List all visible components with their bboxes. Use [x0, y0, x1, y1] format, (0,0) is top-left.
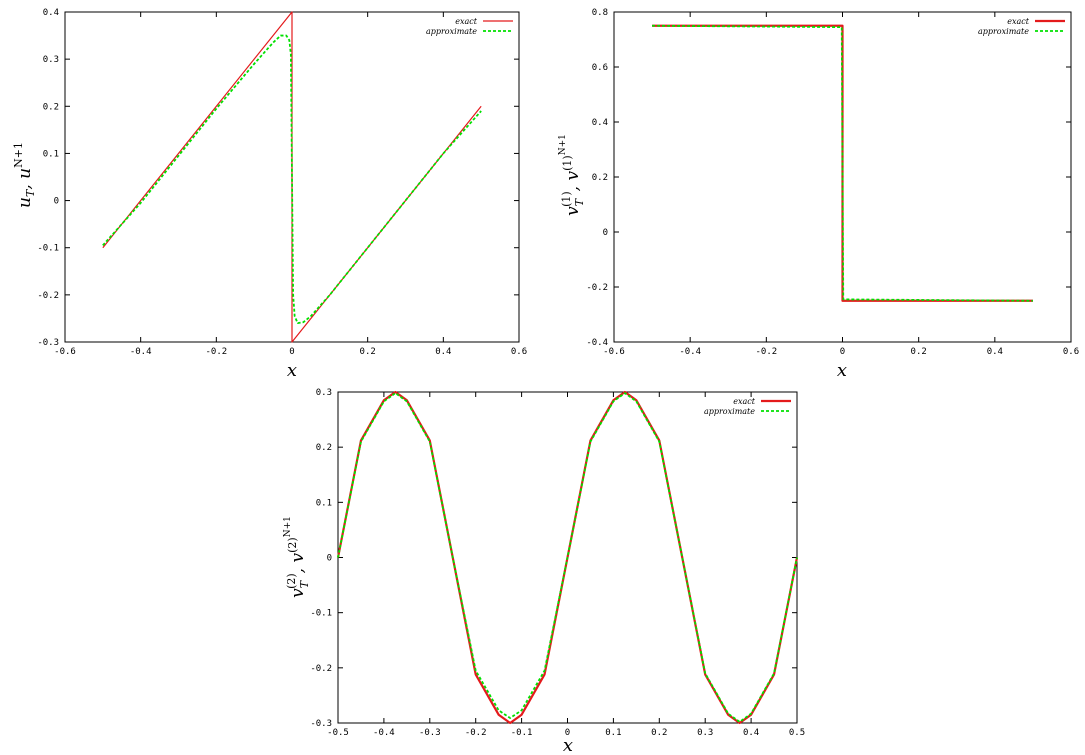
x-tick-label: 0.4	[435, 347, 451, 357]
x-axis-label: x	[837, 360, 847, 381]
legend-label-exact: exact	[733, 397, 755, 406]
chart-panel-v1: vT(1), v(1)N+1 x -0.6 -0.4 -0.2 0 0.2 0.4 0.6-…	[558, 8, 1079, 381]
y-tick-label: -0.4	[586, 338, 608, 348]
y-tick-label: -0.3	[37, 338, 59, 348]
y-tick-label: 0	[54, 197, 59, 207]
x-tick-label: 0.2	[911, 347, 927, 357]
y-tick-label: -0.1	[37, 244, 59, 254]
y-tick-label: 0.4	[43, 8, 59, 18]
x-tick-label: 0.6	[1063, 347, 1079, 357]
x-tick-label: 0.1	[605, 728, 621, 738]
x-axis-label: x	[287, 360, 297, 381]
x-tick-label: -0.3	[419, 728, 441, 738]
x-tick-label: 0.4	[743, 728, 759, 738]
y-tick-label: 0.4	[592, 118, 608, 128]
x-tick-label: -0.1	[511, 728, 533, 738]
x-tick-label: 0.2	[651, 728, 667, 738]
y-tick-label: 0.1	[316, 498, 332, 508]
legend-label-exact: exact	[455, 17, 477, 26]
y-tick-label: 0.3	[316, 388, 332, 398]
y-axis-label: vT(1), v(1)N+1	[558, 134, 586, 216]
series-line-approximate	[102, 34, 482, 325]
x-tick-label: -0.4	[679, 347, 701, 357]
y-tick-label: 0	[327, 554, 332, 564]
x-tick-label: 0.2	[360, 347, 376, 357]
y-tick-label: 0.3	[43, 55, 59, 65]
legend-label-approximate: approximate	[704, 407, 755, 416]
series-line-exact	[102, 11, 482, 343]
y-tick-label: -0.2	[586, 283, 608, 293]
x-tick-label: -0.6	[54, 347, 76, 357]
x-tick-label: 0.3	[697, 728, 713, 738]
y-tick-label: 0.2	[592, 173, 608, 183]
x-tick-label: 0	[565, 728, 570, 738]
x-tick-label: -0.2	[205, 347, 227, 357]
x-tick-label: -0.5	[327, 728, 349, 738]
x-tick-label: 0.6	[511, 347, 527, 357]
x-tick-label: 0.5	[789, 728, 805, 738]
y-tick-label: -0.3	[310, 719, 332, 729]
x-tick-label: -0.2	[755, 347, 777, 357]
y-tick-label: -0.2	[310, 664, 332, 674]
y-axis-label: uT, uN+1	[12, 142, 37, 208]
svg-text:vT(2), v(2)N+1: vT(2), v(2)N+1	[283, 516, 311, 598]
y-tick-label: 0.6	[592, 63, 608, 73]
x-tick-label: 0.4	[987, 347, 1003, 357]
y-tick-label: -0.2	[37, 291, 59, 301]
svg-text:uT, uN+1: uT, uN+1	[12, 142, 37, 208]
series-line-approximate	[337, 392, 798, 723]
x-axis-label: x	[563, 735, 573, 755]
x-tick-label: 0	[289, 347, 294, 357]
y-tick-label: 0.8	[592, 8, 608, 18]
legend-label-exact: exact	[1007, 17, 1029, 26]
legend-label-approximate: approximate	[978, 27, 1029, 36]
chart-panel-v2: vT(2), v(2)N+1 x -0.5 -0.4 -0.3 -0.2 -0.1 0 0.…	[283, 388, 805, 755]
x-tick-label: -0.6	[603, 347, 625, 357]
y-tick-label: -0.1	[310, 609, 332, 619]
legend-label-approximate: approximate	[426, 27, 477, 36]
x-tick-label: -0.4	[373, 728, 395, 738]
x-tick-label: -0.4	[130, 347, 152, 357]
y-axis-label: vT(2), v(2)N+1	[283, 516, 311, 598]
chart-panel-u: uT, uN+1 x -0.6 -0.4 -0.2 0 0.2 0.4 0.6 -0.3 -0.…	[12, 8, 527, 381]
svg-text:vT(1), v(1)N+1: vT(1), v(1)N+1	[558, 134, 586, 216]
y-tick-label: 0.2	[43, 102, 59, 112]
y-tick-label: 0.2	[316, 443, 332, 453]
x-tick-label: 0	[840, 347, 845, 357]
y-tick-label: 0.1	[43, 149, 59, 159]
x-tick-label: -0.2	[465, 728, 487, 738]
series-line-approximate	[652, 24, 1033, 302]
y-tick-label: 0	[603, 228, 608, 238]
